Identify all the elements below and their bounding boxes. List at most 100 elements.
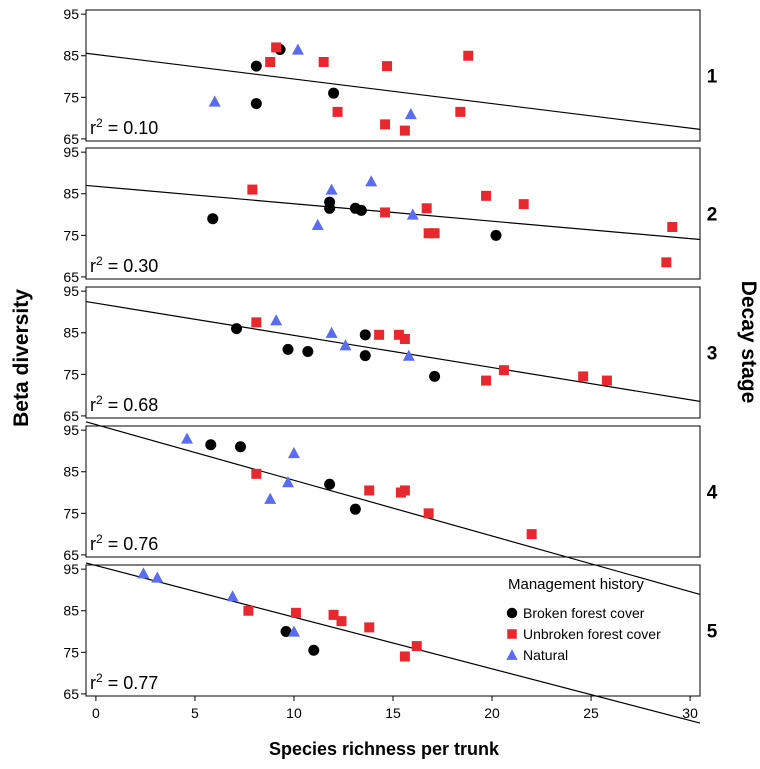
- data-point: [455, 106, 466, 117]
- r-squared-symbol: r: [90, 395, 96, 415]
- data-point: [265, 56, 276, 67]
- right-axis-label: Decay stage: [737, 281, 760, 404]
- x-tick-label: 0: [92, 705, 100, 721]
- data-point: [421, 203, 432, 214]
- data-point: [270, 314, 283, 326]
- data-point: [264, 492, 277, 504]
- fit-line: [85, 300, 701, 402]
- panel-label: 1: [707, 67, 718, 88]
- data-point: [226, 590, 239, 602]
- data-point: [406, 208, 419, 220]
- data-point: [318, 56, 329, 67]
- data-point: [151, 571, 164, 583]
- data-point: [282, 476, 295, 488]
- y-tick-label: 85: [63, 48, 79, 64]
- y-tick-label: 75: [63, 366, 79, 382]
- panel-label: 3: [707, 344, 718, 365]
- data-point: [247, 184, 258, 195]
- data-point: [339, 339, 352, 351]
- data-point: [429, 228, 440, 239]
- r-squared-value: = 0.10: [103, 118, 159, 138]
- r-squared-label: r2 = 0.30: [90, 254, 158, 276]
- r-squared-label: r2 = 0.77: [90, 671, 158, 693]
- data-point: [325, 183, 338, 195]
- y-tick-label: 75: [63, 89, 79, 105]
- data-point: [601, 375, 612, 386]
- fit-line: [85, 184, 701, 241]
- y-tick-label: 75: [63, 505, 79, 521]
- fit-line: [85, 421, 701, 596]
- data-point: [578, 371, 589, 382]
- data-point: [231, 323, 243, 335]
- y-tick-label: 85: [63, 186, 79, 202]
- data-point: [181, 432, 194, 444]
- y-tick-label: 65: [63, 408, 79, 424]
- data-point: [137, 567, 150, 579]
- data-point: [411, 641, 422, 652]
- data-point: [324, 478, 336, 490]
- r-squared-symbol: r: [90, 534, 96, 554]
- legend-title: Management history: [508, 576, 644, 593]
- y-tick-label: 95: [63, 561, 79, 577]
- data-point: [359, 350, 371, 362]
- x-axis-label: Species richness per trunk: [269, 739, 500, 759]
- data-point: [243, 605, 254, 616]
- legend-entry-label: Broken forest cover: [523, 605, 645, 621]
- r-squared-exponent: 2: [96, 116, 103, 130]
- data-point: [498, 365, 509, 376]
- data-point: [324, 202, 336, 214]
- y-tick-label: 65: [63, 269, 79, 285]
- data-point: [399, 333, 410, 344]
- panel-1: 65 75 85 95 r2 = 0.10 1: [63, 6, 717, 147]
- data-point: [234, 441, 246, 453]
- r-squared-exponent: 2: [96, 532, 103, 546]
- data-point: [205, 439, 217, 451]
- data-point: [325, 326, 338, 338]
- y-tick-label: 85: [63, 325, 79, 341]
- x-axis: 0 5 10 15 20 25 30: [92, 696, 698, 721]
- y-tick-label: 65: [63, 547, 79, 563]
- data-point: [382, 61, 393, 72]
- y-tick-label: 95: [63, 144, 79, 160]
- data-point: [380, 119, 391, 130]
- x-tick-label: 5: [191, 705, 199, 721]
- r-squared-value: = 0.68: [103, 395, 159, 415]
- data-point: [328, 87, 340, 99]
- data-point: [365, 175, 378, 187]
- data-point: [355, 204, 367, 216]
- data-point: [423, 508, 434, 519]
- data-point: [399, 125, 410, 136]
- data-point: [404, 107, 417, 120]
- data-point: [481, 190, 492, 201]
- x-tick-label: 15: [385, 705, 401, 721]
- panel-label: 5: [707, 622, 718, 643]
- legend-marker: [506, 649, 518, 660]
- data-point: [526, 529, 537, 540]
- y-tick-label: 85: [63, 464, 79, 480]
- x-tick-label: 20: [484, 705, 500, 721]
- y-tick-label: 75: [63, 227, 79, 243]
- legend-entry-label: Unbroken forest cover: [523, 626, 661, 642]
- data-point: [429, 370, 441, 382]
- data-point: [282, 343, 294, 355]
- panel-4: 65 75 85 95 r2 = 0.76 4: [63, 421, 718, 596]
- data-point: [208, 95, 221, 107]
- x-tick-label: 10: [286, 705, 302, 721]
- data-point: [667, 222, 678, 233]
- data-point: [423, 228, 434, 239]
- data-point: [291, 43, 304, 55]
- data-point: [271, 42, 282, 53]
- x-tick-label: 25: [583, 705, 599, 721]
- data-point: [399, 485, 410, 496]
- r-squared-label: r2 = 0.10: [90, 116, 158, 138]
- r-squared-label: r2 = 0.76: [90, 532, 158, 554]
- r-squared-symbol: r: [90, 118, 96, 138]
- data-point: [336, 616, 347, 627]
- legend-marker: [507, 629, 517, 639]
- data-point: [251, 317, 262, 328]
- r-squared-exponent: 2: [96, 254, 103, 268]
- panel-label: 2: [707, 205, 718, 226]
- data-point: [393, 329, 404, 340]
